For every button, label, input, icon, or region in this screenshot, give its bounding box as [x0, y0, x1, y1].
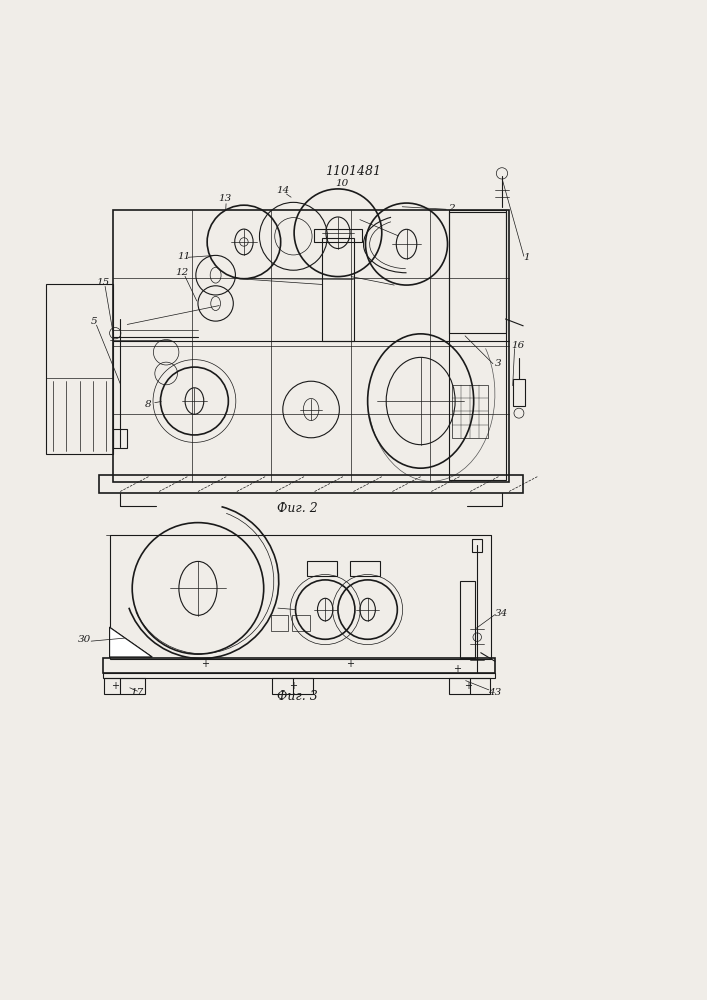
- Bar: [103, 658, 495, 673]
- Text: 1: 1: [523, 253, 530, 262]
- Bar: [314, 229, 362, 242]
- Text: 17: 17: [130, 688, 143, 697]
- Bar: [292, 615, 310, 631]
- Text: 1101481: 1101481: [325, 165, 382, 178]
- Bar: [99, 475, 523, 493]
- Text: 14: 14: [276, 186, 289, 195]
- Text: Фиг. 3: Фиг. 3: [276, 690, 317, 703]
- Bar: [449, 212, 506, 333]
- Text: 12: 12: [176, 268, 189, 277]
- Text: +: +: [289, 681, 298, 691]
- Text: 2: 2: [448, 204, 455, 213]
- Bar: [103, 673, 495, 678]
- Bar: [449, 210, 506, 480]
- Bar: [322, 238, 354, 341]
- Text: 5: 5: [90, 317, 98, 326]
- Text: 30: 30: [78, 635, 91, 644]
- Bar: [472, 539, 482, 552]
- Text: 8: 8: [145, 400, 152, 409]
- Text: +: +: [111, 681, 119, 691]
- Text: 15: 15: [96, 278, 109, 287]
- Text: 13: 13: [218, 194, 231, 203]
- Bar: [46, 284, 113, 454]
- Bar: [308, 561, 337, 576]
- Bar: [110, 535, 491, 659]
- Bar: [350, 561, 380, 576]
- Bar: [449, 678, 490, 694]
- Text: +: +: [464, 681, 472, 691]
- Text: 10: 10: [335, 179, 348, 188]
- Text: +: +: [346, 659, 354, 669]
- Polygon shape: [110, 627, 152, 657]
- Bar: [452, 385, 488, 438]
- Bar: [271, 615, 288, 631]
- Bar: [272, 678, 313, 694]
- Bar: [104, 678, 145, 694]
- Bar: [113, 429, 127, 448]
- Bar: [113, 210, 509, 482]
- Text: +: +: [201, 659, 209, 669]
- Text: 34: 34: [496, 609, 508, 618]
- Text: 16: 16: [511, 341, 524, 350]
- Text: 3: 3: [495, 359, 502, 368]
- Bar: [460, 581, 475, 658]
- Bar: [513, 379, 525, 406]
- Text: Фиг. 2: Фиг. 2: [276, 502, 317, 515]
- Text: 11: 11: [177, 252, 190, 261]
- Text: +: +: [453, 664, 462, 674]
- Text: 43: 43: [489, 688, 501, 697]
